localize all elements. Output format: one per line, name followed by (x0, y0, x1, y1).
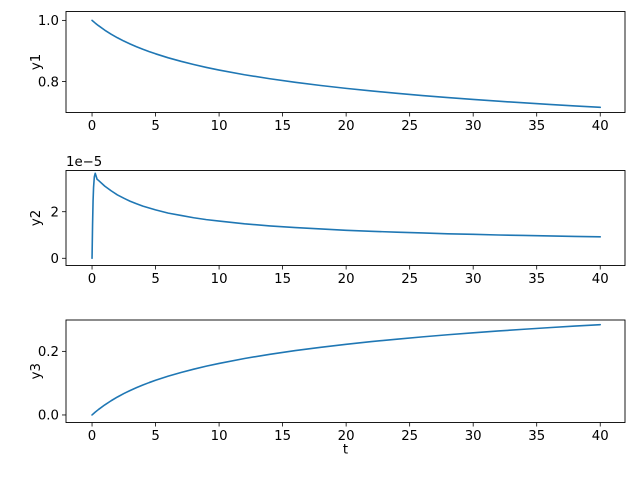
axes-frame (65, 170, 626, 266)
x-tick-label: 35 (528, 119, 545, 134)
series-line-y2 (91, 172, 602, 260)
y-axis-label: y3 (29, 363, 44, 379)
x-tick-label: 0 (88, 272, 96, 287)
subplot-y3: 0 5 10 15 20 25 30 35 40 0.0 0.2 y3 t (29, 319, 626, 458)
x-tick-label: 0 (88, 429, 96, 444)
x-tick-label: 20 (338, 272, 355, 287)
y-tick-label: 0.8 (38, 75, 59, 90)
x-tick-label: 30 (465, 429, 482, 444)
y-tick-label: 0.0 (38, 409, 59, 424)
x-tick-label: 30 (465, 272, 482, 287)
x-tick-label: 40 (592, 429, 609, 444)
y-tick-label: 0.2 (38, 345, 59, 360)
x-tick-label: 30 (465, 119, 482, 134)
y-tick-label: 0 (51, 252, 59, 267)
x-tick-label: 25 (401, 272, 418, 287)
x-axis-label: t (343, 443, 348, 458)
x-tick-label: 15 (274, 119, 291, 134)
x-tick-label: 10 (211, 272, 228, 287)
y-tick-label: 2 (51, 205, 59, 220)
x-tick-label: 20 (338, 119, 355, 134)
series-line-y3 (91, 323, 602, 416)
x-tick-label: 15 (274, 429, 291, 444)
y-axis-label: y2 (29, 210, 44, 226)
x-tick-label: 5 (151, 119, 159, 134)
axes-frame (65, 11, 626, 113)
x-tick-label: 40 (592, 119, 609, 134)
x-tick-label: 0 (88, 119, 96, 134)
x-tick-label: 15 (274, 272, 291, 287)
x-tick-label: 10 (211, 119, 228, 134)
x-tick-label: 25 (401, 429, 418, 444)
y-tick-label: 1.0 (38, 14, 59, 29)
x-tick-label: 25 (401, 119, 418, 134)
x-tick-label: 35 (528, 272, 545, 287)
series-line-y1 (91, 19, 602, 109)
y-axis-offset-text: 1e−5 (66, 155, 102, 170)
x-tick-label: 40 (592, 272, 609, 287)
subplot-y1: 0 5 10 15 20 25 30 35 40 0.8 1.0 y1 (29, 11, 626, 134)
x-tick-label: 5 (151, 429, 159, 444)
x-tick-label: 10 (211, 429, 228, 444)
x-tick-label: 5 (151, 272, 159, 287)
y-axis-label: y1 (29, 54, 44, 70)
x-tick-label: 20 (338, 429, 355, 444)
subplot-y2: 0 5 10 15 20 25 30 35 40 0 2 y2 1e−5 (29, 155, 626, 287)
axes-frame (65, 319, 626, 423)
x-tick-label: 35 (528, 429, 545, 444)
